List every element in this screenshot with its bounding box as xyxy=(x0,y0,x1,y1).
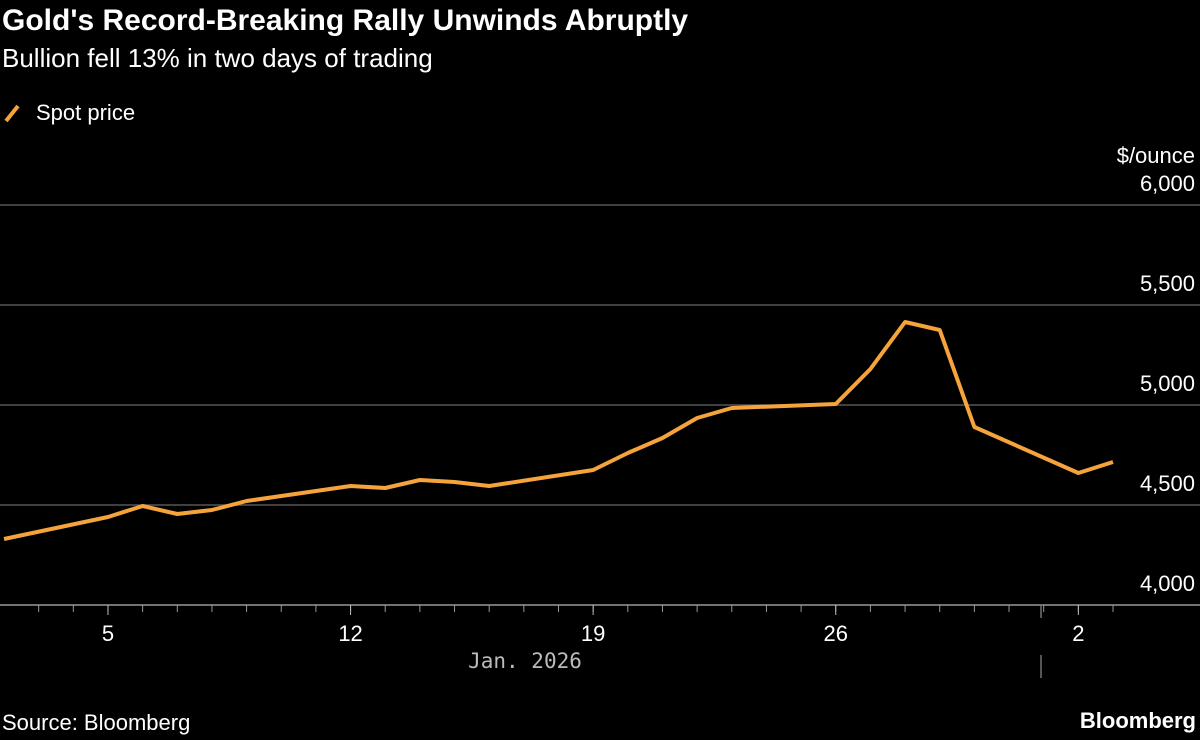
chart-subtitle: Bullion fell 13% in two days of trading xyxy=(2,43,433,73)
y-tick-label: 4,500 xyxy=(1140,471,1195,496)
x-tick-label: 26 xyxy=(824,621,848,646)
line-series xyxy=(3,320,1114,541)
chart-title: Gold's Record-Breaking Rally Unwinds Abr… xyxy=(2,4,688,37)
brand: Bloomberg xyxy=(1080,708,1196,733)
y-tick-label: 4,000 xyxy=(1140,571,1195,596)
y-tick-label: 6,000 xyxy=(1140,171,1195,196)
x-group-label: Jan. 2026 xyxy=(468,649,582,673)
x-tick-label: 5 xyxy=(102,621,114,646)
legend-label: Spot price xyxy=(36,100,135,125)
x-tick-label: 2 xyxy=(1072,621,1084,646)
y-tick-label: 5,000 xyxy=(1140,371,1195,396)
legend-swatch xyxy=(4,104,20,123)
x-tick-label: 19 xyxy=(581,621,605,646)
y-axis-label: $/ounce xyxy=(1117,143,1195,168)
source: Source: Bloomberg xyxy=(2,710,190,735)
x-tick-label: 12 xyxy=(338,621,362,646)
y-tick-label: 5,500 xyxy=(1140,271,1195,296)
